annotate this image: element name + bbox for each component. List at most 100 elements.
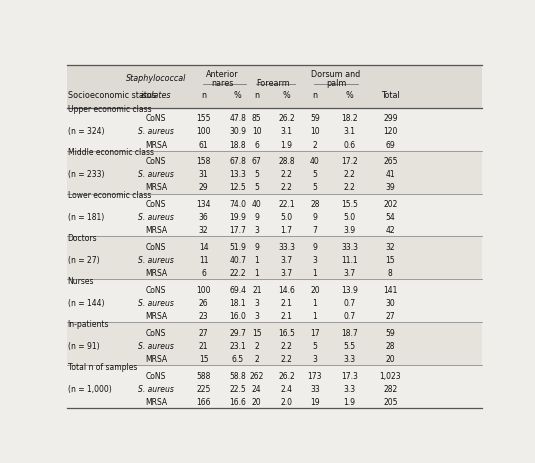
Text: 23.1: 23.1 <box>230 342 246 350</box>
Text: Total n of samples: Total n of samples <box>68 363 137 371</box>
Text: (n = 324): (n = 324) <box>68 127 104 136</box>
Text: 29.7: 29.7 <box>230 329 246 338</box>
Text: 22.5: 22.5 <box>230 385 246 394</box>
Text: 47.8: 47.8 <box>230 114 246 123</box>
Text: 10: 10 <box>310 127 319 136</box>
Text: 2.2: 2.2 <box>343 170 356 179</box>
Text: 18.7: 18.7 <box>341 329 358 338</box>
Text: 5: 5 <box>312 170 317 179</box>
Text: 61: 61 <box>199 140 209 149</box>
Text: 39: 39 <box>385 183 395 192</box>
Text: S. aureus: S. aureus <box>138 256 174 265</box>
Text: 1: 1 <box>312 312 317 321</box>
Text: 3: 3 <box>254 312 259 321</box>
Text: Middle economic class: Middle economic class <box>68 148 154 157</box>
Text: 2.1: 2.1 <box>281 312 293 321</box>
Text: Doctors: Doctors <box>68 234 97 243</box>
Text: 166: 166 <box>196 398 211 407</box>
Text: 58.8: 58.8 <box>230 371 246 381</box>
Text: %: % <box>346 91 354 100</box>
Text: 1,023: 1,023 <box>379 371 401 381</box>
Text: 74.0: 74.0 <box>229 200 246 209</box>
Text: n: n <box>254 91 259 100</box>
Text: 14: 14 <box>199 243 209 252</box>
Text: 11.1: 11.1 <box>341 256 358 265</box>
Text: 1: 1 <box>312 269 317 278</box>
Text: 299: 299 <box>383 114 398 123</box>
Text: (n = 181): (n = 181) <box>68 213 104 222</box>
Text: 33: 33 <box>310 385 320 394</box>
Text: 9: 9 <box>254 243 259 252</box>
Text: 32: 32 <box>386 243 395 252</box>
Text: In-patients: In-patients <box>68 319 109 329</box>
Text: 3.3: 3.3 <box>343 355 356 363</box>
Text: 15.5: 15.5 <box>341 200 358 209</box>
Bar <box>67 237 482 280</box>
Bar <box>67 151 482 194</box>
Text: 9: 9 <box>254 213 259 222</box>
Text: 9: 9 <box>312 213 317 222</box>
Text: 3.7: 3.7 <box>280 256 293 265</box>
Bar <box>67 323 482 366</box>
Text: MRSA: MRSA <box>145 312 167 321</box>
Text: nares: nares <box>211 79 234 88</box>
Text: 18.8: 18.8 <box>230 140 246 149</box>
Text: 22.1: 22.1 <box>278 200 295 209</box>
Text: 1: 1 <box>255 256 259 265</box>
Text: 2.2: 2.2 <box>281 170 293 179</box>
Text: %: % <box>283 91 291 100</box>
Text: 27: 27 <box>386 312 395 321</box>
Text: 17.7: 17.7 <box>230 226 246 235</box>
Text: 120: 120 <box>383 127 398 136</box>
Text: 15: 15 <box>252 329 262 338</box>
Text: 15: 15 <box>199 355 209 363</box>
Text: 588: 588 <box>196 371 211 381</box>
Text: 36: 36 <box>199 213 209 222</box>
Text: 3: 3 <box>312 256 317 265</box>
Text: MRSA: MRSA <box>145 140 167 149</box>
Text: Nurses: Nurses <box>68 277 94 286</box>
Text: 3.3: 3.3 <box>343 385 356 394</box>
Text: CoNS: CoNS <box>146 114 166 123</box>
Text: 2: 2 <box>255 355 259 363</box>
Text: 30: 30 <box>385 299 395 308</box>
Text: 20: 20 <box>310 286 319 295</box>
Text: Socioeconomic status: Socioeconomic status <box>68 91 156 100</box>
Text: 0.7: 0.7 <box>343 299 356 308</box>
Text: 16.0: 16.0 <box>230 312 246 321</box>
Text: 40.7: 40.7 <box>229 256 246 265</box>
Text: Forearm: Forearm <box>256 79 290 88</box>
Text: (n = 27): (n = 27) <box>68 256 100 265</box>
Text: Dorsum and: Dorsum and <box>311 69 361 79</box>
Text: 69.4: 69.4 <box>229 286 246 295</box>
Text: 2.2: 2.2 <box>281 355 293 363</box>
Text: 6: 6 <box>201 269 206 278</box>
Text: 2: 2 <box>312 140 317 149</box>
Text: 7: 7 <box>312 226 317 235</box>
Text: Anterior: Anterior <box>206 69 239 79</box>
Text: 3: 3 <box>254 299 259 308</box>
Text: 17.3: 17.3 <box>341 371 358 381</box>
Text: 67: 67 <box>252 157 262 166</box>
Text: S. aureus: S. aureus <box>138 127 174 136</box>
Text: CoNS: CoNS <box>146 286 166 295</box>
Text: 20: 20 <box>252 398 262 407</box>
Text: isolates: isolates <box>141 91 171 100</box>
Text: 18.1: 18.1 <box>230 299 246 308</box>
Text: 141: 141 <box>383 286 398 295</box>
Text: 15: 15 <box>386 256 395 265</box>
Text: 1: 1 <box>255 269 259 278</box>
Text: 20: 20 <box>386 355 395 363</box>
Text: 2.1: 2.1 <box>281 299 293 308</box>
Text: 11: 11 <box>199 256 209 265</box>
Text: 3.7: 3.7 <box>343 269 356 278</box>
Bar <box>67 66 482 108</box>
Text: S. aureus: S. aureus <box>138 170 174 179</box>
Text: 100: 100 <box>196 127 211 136</box>
Text: 2: 2 <box>255 342 259 350</box>
Text: 59: 59 <box>385 329 395 338</box>
Text: 27: 27 <box>199 329 209 338</box>
Text: 9: 9 <box>312 243 317 252</box>
Text: 16.6: 16.6 <box>230 398 246 407</box>
Text: 3: 3 <box>312 355 317 363</box>
